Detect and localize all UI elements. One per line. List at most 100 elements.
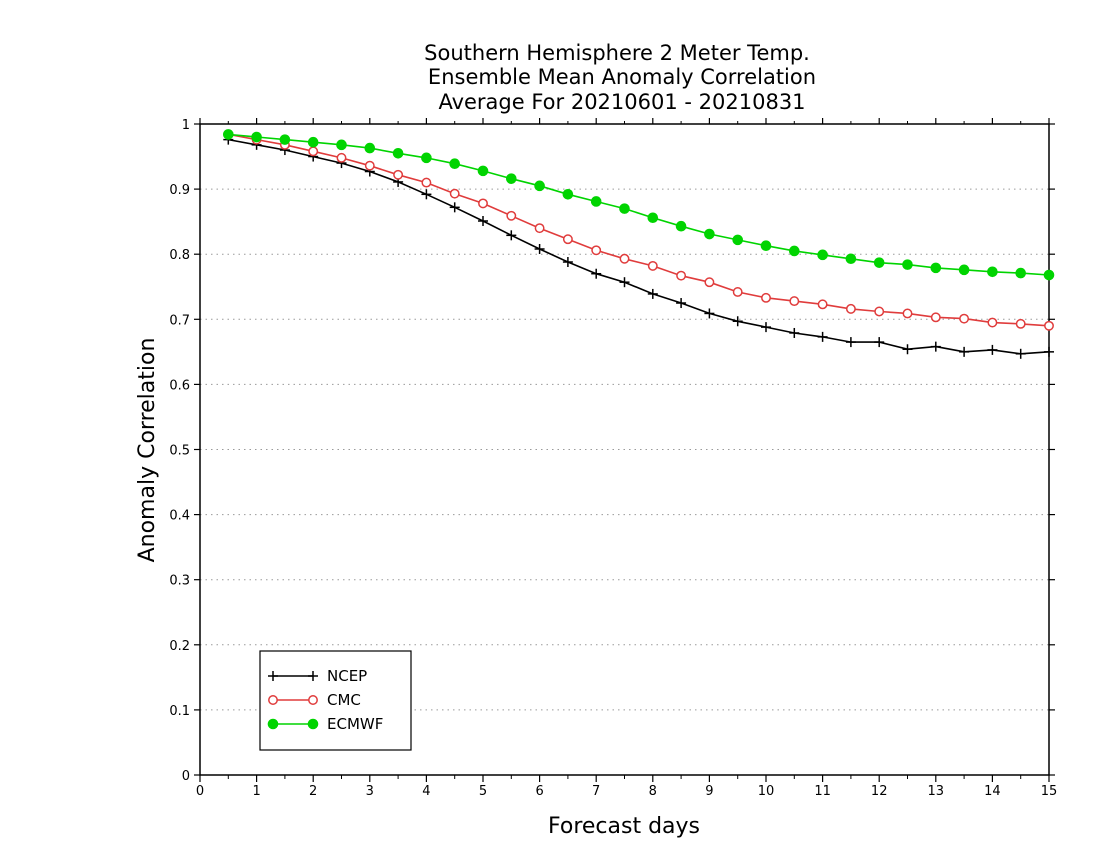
data-point-ecmwf <box>958 264 970 276</box>
data-point-ncep <box>959 346 970 357</box>
data-point-cmc <box>987 317 998 328</box>
y-axis: 0 0.1 0.2 0.3 0.4 0.5 0.6 0.7 0.8 0.9 1 <box>169 118 1055 784</box>
data-point-ecmwf <box>364 142 376 154</box>
x-tick-label: 2 <box>309 784 317 799</box>
data-point-cmc <box>364 160 375 171</box>
data-point-cmc <box>676 270 687 281</box>
series-line-cmc <box>228 133 1050 327</box>
data-point-ecmwf <box>873 257 885 268</box>
data-point-ncep <box>619 277 630 288</box>
data-point-ecmwf <box>647 212 659 224</box>
x-tick-label: 0 <box>196 784 204 799</box>
y-tick-label: 0.5 <box>169 444 190 459</box>
data-point-ncep <box>761 322 771 333</box>
chart-title-line-3: Average For 20210601 - 20210831 <box>438 90 805 114</box>
data-point-ecmwf <box>817 249 828 261</box>
x-tick-label: 4 <box>422 784 430 799</box>
data-point-ncep <box>874 337 885 348</box>
x-tick-label: 3 <box>366 784 374 799</box>
data-point-cmc <box>619 253 630 264</box>
data-point-cmc <box>902 308 913 319</box>
series-ncep <box>223 134 1054 359</box>
data-point-ecmwf <box>307 136 319 148</box>
legend-item-ecmwf: ECMWF <box>267 715 383 733</box>
data-point-cmc <box>732 287 743 297</box>
data-point-cmc <box>647 260 658 271</box>
gridlines <box>200 188 1049 711</box>
data-point-ecmwf <box>562 189 574 200</box>
x-tick-label: 10 <box>758 784 775 799</box>
data-point-cmc <box>1044 320 1054 331</box>
data-point-ecmwf <box>392 147 404 159</box>
legend-label: ECMWF <box>327 715 383 733</box>
data-point-ncep <box>817 331 828 342</box>
data-point-cmc <box>421 177 432 188</box>
data-point-cmc <box>845 303 856 314</box>
x-tick-label: 1 <box>252 784 260 799</box>
data-point-ncep <box>534 243 545 254</box>
data-point-cmc <box>308 146 319 157</box>
data-point-ecmwf <box>987 266 998 278</box>
data-point-cmc <box>704 277 715 288</box>
data-point-ecmwf <box>534 180 545 192</box>
y-tick-label: 0.2 <box>169 639 190 654</box>
data-point-ncep <box>1044 346 1054 357</box>
data-point-cmc <box>478 198 488 209</box>
data-point-cmc <box>562 234 573 245</box>
y-tick-label: 1 <box>182 118 190 133</box>
legend-label: NCEP <box>327 667 367 685</box>
legend-marker <box>268 671 278 681</box>
x-tick-label: 9 <box>705 784 713 799</box>
series-ecmwf <box>223 129 1055 281</box>
data-point-ecmwf <box>223 129 234 140</box>
y-axis-title: Anomaly Correlation <box>135 338 160 563</box>
series-line-ecmwf <box>228 133 1050 276</box>
data-point-ecmwf <box>421 152 432 164</box>
data-point-cmc <box>761 292 771 303</box>
data-point-ecmwf <box>336 139 347 151</box>
data-point-ecmwf <box>902 259 913 270</box>
data-point-ncep <box>449 202 460 213</box>
y-tick-label: 0.3 <box>169 574 190 589</box>
legend-marker <box>308 695 318 705</box>
chart-title-line-1: Southern Hemisphere 2 Meter Temp. <box>424 41 810 65</box>
legend-item-cmc: CMC <box>268 691 361 709</box>
data-point-ecmwf <box>619 203 630 214</box>
data-point-ecmwf <box>251 131 262 143</box>
series-cmc <box>223 129 1054 331</box>
x-tick-label: 6 <box>535 784 543 799</box>
data-point-ncep <box>789 327 800 338</box>
legend-marker <box>308 671 318 681</box>
data-point-ncep <box>562 257 573 268</box>
series-line-ncep <box>228 138 1050 355</box>
y-tick-label: 0.6 <box>169 378 190 393</box>
data-point-ncep <box>506 230 517 241</box>
data-point-ecmwf <box>760 240 772 252</box>
data-point-cmc <box>1015 318 1026 329</box>
data-point-cmc <box>930 312 941 323</box>
data-point-ncep <box>845 337 856 348</box>
data-point-cmc <box>506 210 517 221</box>
data-point-ncep <box>478 215 488 226</box>
legend-marker <box>267 718 279 730</box>
data-point-ncep <box>1015 348 1026 359</box>
y-tick-label: 0.1 <box>169 704 190 719</box>
x-tick-label: 14 <box>984 784 1001 799</box>
x-tick-label: 7 <box>592 784 600 799</box>
data-point-ncep <box>987 344 998 355</box>
x-tick-label: 5 <box>479 784 487 799</box>
data-point-ncep <box>902 344 913 355</box>
x-tick-label: 12 <box>871 784 888 799</box>
data-point-cmc <box>959 313 970 324</box>
data-point-ncep <box>930 341 941 352</box>
data-point-cmc <box>817 299 828 310</box>
x-tick-label: 13 <box>928 784 945 799</box>
data-point-ecmwf <box>279 134 291 145</box>
chart-title-line-2: Ensemble Mean Anomaly Correlation <box>428 65 816 89</box>
data-point-ecmwf <box>449 158 461 170</box>
legend-marker <box>268 695 278 705</box>
data-point-ncep <box>732 316 743 327</box>
x-tick-label: 8 <box>649 784 657 799</box>
data-point-ecmwf <box>675 220 687 232</box>
